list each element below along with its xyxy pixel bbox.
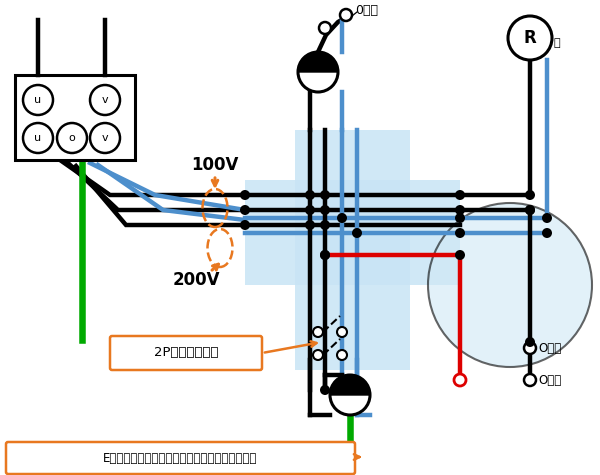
Text: 0端子: 0端子 — [355, 3, 378, 17]
Text: R: R — [524, 29, 536, 47]
Bar — [245, 180, 460, 285]
FancyBboxPatch shape — [6, 442, 355, 474]
Circle shape — [305, 190, 315, 200]
Circle shape — [455, 228, 465, 238]
Circle shape — [455, 190, 465, 200]
Text: v: v — [101, 133, 109, 143]
Circle shape — [320, 250, 330, 260]
Circle shape — [320, 250, 330, 260]
Circle shape — [320, 205, 330, 215]
Text: E付コンセントの接地戦の処理は施工条件に従う: E付コンセントの接地戦の処理は施工条件に従う — [103, 452, 257, 465]
Circle shape — [525, 205, 535, 215]
FancyBboxPatch shape — [110, 336, 262, 370]
Circle shape — [524, 374, 536, 386]
Text: O端子: O端子 — [538, 373, 561, 387]
Circle shape — [313, 350, 323, 360]
Bar — [295, 130, 410, 370]
Circle shape — [330, 375, 370, 415]
Circle shape — [525, 205, 535, 215]
Circle shape — [240, 190, 250, 200]
Circle shape — [240, 205, 250, 215]
Circle shape — [320, 190, 330, 200]
Circle shape — [313, 327, 323, 337]
Circle shape — [455, 250, 465, 260]
Polygon shape — [330, 375, 370, 395]
Circle shape — [455, 213, 465, 223]
Circle shape — [57, 123, 87, 153]
Text: u: u — [34, 95, 41, 105]
Circle shape — [298, 52, 338, 92]
Circle shape — [320, 385, 330, 395]
Circle shape — [23, 123, 53, 153]
Text: O端子: O端子 — [538, 342, 561, 354]
Text: イ: イ — [554, 38, 560, 48]
Circle shape — [319, 22, 331, 34]
Circle shape — [525, 337, 535, 347]
Circle shape — [305, 220, 315, 230]
Circle shape — [455, 205, 465, 215]
Circle shape — [352, 228, 362, 238]
Circle shape — [90, 85, 120, 115]
Circle shape — [508, 16, 552, 60]
Text: 2Pスイッチ使用: 2Pスイッチ使用 — [154, 346, 218, 360]
Circle shape — [428, 203, 592, 367]
Circle shape — [337, 327, 347, 337]
Circle shape — [542, 228, 552, 238]
Text: 100V: 100V — [191, 156, 239, 174]
Circle shape — [337, 350, 347, 360]
Text: 200V: 200V — [172, 271, 220, 289]
Circle shape — [340, 9, 352, 21]
Circle shape — [337, 213, 347, 223]
Circle shape — [23, 85, 53, 115]
Circle shape — [240, 220, 250, 230]
Text: o: o — [68, 133, 76, 143]
Circle shape — [524, 342, 536, 354]
Polygon shape — [298, 52, 338, 72]
Circle shape — [320, 220, 330, 230]
Circle shape — [305, 205, 315, 215]
Text: v: v — [101, 95, 109, 105]
Circle shape — [90, 123, 120, 153]
Bar — [15, 75, 135, 160]
Text: u: u — [34, 133, 41, 143]
Circle shape — [454, 374, 466, 386]
Circle shape — [542, 213, 552, 223]
Circle shape — [525, 190, 535, 200]
